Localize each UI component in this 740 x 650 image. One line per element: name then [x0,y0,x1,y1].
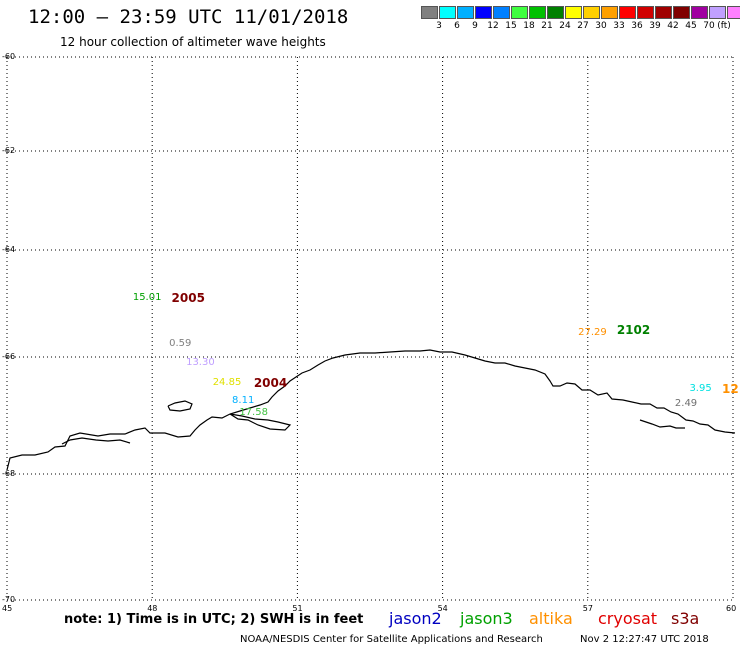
map-subtitle: 12 hour collection of altimeter wave hei… [60,35,326,49]
legend-jason2: jason2 [389,609,442,628]
wave-height-value: 24.85 [212,377,242,389]
pass-time-label: 2102 [616,323,651,338]
longitude-label: 57 [582,604,593,613]
coastline-east-bay [639,419,685,429]
footer-note: note: 1) Time is in UTC; 2) SWH is in fe… [64,612,364,627]
wave-height-value: 15.01 [132,292,162,304]
pass-time-label: 12 [722,382,739,397]
colorbar-swatch [727,6,740,19]
timestamp: Nov 2 12:27:47 UTC 2018 [580,634,709,645]
latitude-label: -70 [2,595,16,604]
colorbar-swatch [565,6,582,19]
colorbar-tick-label: 3 [436,21,442,31]
colorbar-swatch [475,6,492,19]
wave-height-value: 2.49 [674,397,698,409]
colorbar-unit: (ft) [717,21,731,31]
colorbar-tick-label: 9 [472,21,478,31]
colorbar-tick-label: 70 [703,21,715,31]
latitude-label: -68 [2,469,16,478]
legend-cryosat: cryosat [598,609,658,628]
colorbar-tick-label: 15 [505,21,517,31]
colorbar-swatch [619,6,636,19]
wave-height-value: 0.59 [169,337,192,349]
colorbar-swatch [457,6,474,19]
colorbar-swatch [673,6,690,19]
wave-height-value: 27.29 [578,326,607,338]
colorbar-swatch [547,6,564,19]
coastline-island [167,400,193,412]
legend-s3a: s3a [671,609,700,628]
wave-height-value: 3.95 [689,383,712,395]
map-title: 12:00 – 23:59 UTC 11/01/2018 [28,6,349,28]
coastline-main [6,349,736,471]
colorbar-swatch [511,6,528,19]
colorbar-tick-label: 18 [523,21,535,31]
colorbar-tick-label: 33 [613,21,625,31]
colorbar-swatch [709,6,726,19]
colorbar-tick-label: 45 [685,21,697,31]
grid-lines [6,56,734,601]
longitude-label: 60 [726,604,737,613]
colorbar-tick-label: 42 [667,21,679,31]
colorbar-swatch [493,6,510,19]
coastline-bay [229,413,292,431]
latitude-label: -62 [2,146,16,155]
legend-jason3: jason3 [460,609,513,628]
colorbar-tick-label: 39 [649,21,661,31]
pass-time-label: 2004 [253,376,288,391]
colorbar-labels: 3 6 9 12 15 18 21 24 27 30 33 36 39 42 45 70 (ft) [421,21,740,33]
colorbar-tick-label: 21 [541,21,553,31]
colorbar-swatch [439,6,456,19]
colorbar-swatch [655,6,672,19]
colorbar-swatch [421,6,438,19]
latitude-label: -64 [2,245,16,254]
wave-height-value: 8.11 [232,394,255,406]
colorbar-tick-label: 6 [454,21,460,31]
coastline-west-bay [61,437,131,445]
credit-line: NOAA/NESDIS Center for Satellite Applica… [240,634,543,645]
colorbar-swatch [583,6,600,19]
colorbar-tick-label: 27 [577,21,589,31]
pass-time-label: 2005 [171,291,205,306]
colorbar [421,6,740,19]
wave-height-value: 13.30 [186,356,215,368]
longitude-label: 48 [147,604,158,613]
colorbar-tick-label: 36 [631,21,643,31]
latitude-label: -66 [2,352,16,361]
latitude-label: -60 [2,52,16,61]
longitude-label: 45 [2,604,13,613]
legend-altika: altika [529,609,573,628]
colorbar-swatch [637,6,654,19]
colorbar-swatch [601,6,618,19]
colorbar-swatch [691,6,708,19]
colorbar-tick-label: 24 [559,21,571,31]
colorbar-tick-label: 12 [487,21,499,31]
colorbar-swatch [529,6,546,19]
longitude-label: 54 [437,604,448,613]
colorbar-tick-label: 30 [595,21,607,31]
longitude-label: 51 [292,604,303,613]
wave-height-value: 17.58 [239,406,268,418]
